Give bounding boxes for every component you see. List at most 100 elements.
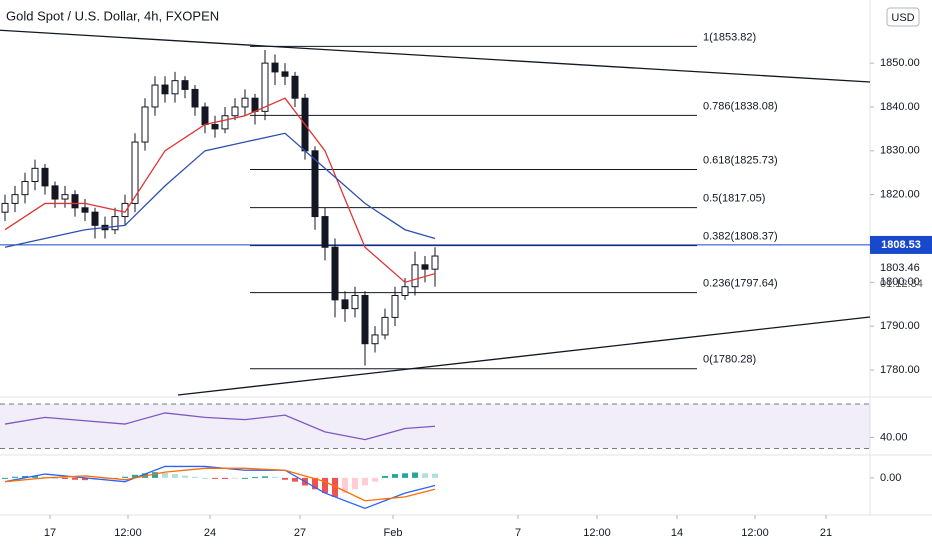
candle-body bbox=[371, 334, 379, 345]
fib-label: 0.786(1838.08) bbox=[703, 100, 778, 112]
macd-histogram-bar bbox=[82, 477, 88, 481]
candle-body bbox=[161, 84, 169, 95]
candle-body bbox=[71, 194, 79, 209]
fib-label: 0.5(1817.05) bbox=[703, 192, 765, 204]
trendline bbox=[177, 316, 871, 396]
candle-body bbox=[181, 80, 189, 90]
moving-average bbox=[4, 97, 436, 284]
macd-line bbox=[4, 467, 436, 502]
candle-body bbox=[191, 88, 199, 108]
macd-histogram-bar bbox=[252, 477, 258, 479]
macd-histogram-bar bbox=[362, 477, 368, 486]
fib-label: 0.236(1797.64) bbox=[703, 278, 778, 290]
macd-histogram-bar bbox=[352, 477, 358, 490]
candle-body bbox=[31, 167, 39, 182]
candle-body bbox=[431, 255, 439, 270]
candle-body bbox=[51, 185, 59, 200]
x-tick-label: Feb bbox=[384, 527, 403, 539]
rsi-line bbox=[4, 412, 436, 441]
x-tick-label: 7 bbox=[515, 527, 521, 539]
candle-body bbox=[391, 294, 399, 318]
fib-label: 0.382(1808.37) bbox=[703, 231, 778, 243]
candle-body bbox=[81, 207, 89, 213]
secondary-price: 1803.46 bbox=[880, 262, 920, 274]
candle-body bbox=[171, 80, 179, 95]
macd-histogram-bar bbox=[52, 477, 58, 479]
macd-histogram-bar bbox=[332, 477, 338, 497]
macd-histogram-bar bbox=[222, 477, 228, 479]
macd-histogram-bar bbox=[72, 477, 78, 480]
macd-histogram-bar bbox=[192, 476, 198, 478]
fib-label: 0.618(1825.73) bbox=[703, 154, 778, 166]
macd-histogram-bar bbox=[122, 476, 128, 478]
macd-histogram-bar bbox=[212, 477, 218, 479]
x-tick-label: 17 bbox=[44, 527, 56, 539]
y-tick-label: 1790.00 bbox=[880, 320, 920, 332]
candle-body bbox=[421, 264, 429, 270]
macd-histogram-bar bbox=[422, 473, 428, 478]
macd-histogram-bar bbox=[202, 477, 208, 479]
macd-histogram-bar bbox=[342, 477, 348, 494]
candle-body bbox=[411, 264, 419, 288]
candle-body bbox=[401, 286, 409, 296]
macd-histogram-bar bbox=[242, 477, 248, 479]
macd-histogram-bar bbox=[262, 476, 268, 478]
y-tick-label: 1830.00 bbox=[880, 145, 920, 157]
macd-histogram-bar bbox=[32, 475, 38, 478]
macd-histogram-bar bbox=[292, 477, 298, 482]
macd-histogram-bar bbox=[312, 477, 318, 490]
macd-histogram-bar bbox=[182, 475, 188, 478]
candle-body bbox=[131, 141, 139, 204]
macd-histogram-bar bbox=[232, 477, 238, 479]
macd-histogram-bar bbox=[412, 472, 418, 478]
macd-histogram-bar bbox=[402, 473, 408, 478]
trendline bbox=[0, 29, 871, 83]
candle-body bbox=[271, 62, 279, 73]
candle-body bbox=[311, 150, 319, 218]
candle-body bbox=[141, 106, 149, 143]
macd-histogram-bar bbox=[62, 477, 68, 479]
macd-histogram-bar bbox=[2, 477, 8, 479]
y-tick-label: 1780.00 bbox=[880, 364, 920, 376]
fib-label: 0(1780.28) bbox=[703, 354, 756, 366]
fib-label: 1(1853.82) bbox=[703, 31, 756, 43]
currency-button[interactable] bbox=[886, 7, 920, 27]
macd-histogram-bar bbox=[322, 477, 328, 494]
x-tick-label: 21 bbox=[820, 527, 832, 539]
macd-histogram-bar bbox=[282, 477, 288, 480]
macd-histogram-bar bbox=[152, 472, 158, 478]
candle-body bbox=[381, 316, 389, 336]
y-tick-label: 1800.00 bbox=[880, 276, 920, 288]
macd-histogram-bar bbox=[432, 473, 438, 478]
y-tick-label: 1820.00 bbox=[880, 189, 920, 201]
macd-histogram-bar bbox=[12, 476, 18, 478]
candle-body bbox=[361, 294, 369, 345]
x-tick-label: 12:00 bbox=[583, 527, 611, 539]
macd-histogram-bar bbox=[132, 474, 138, 478]
macd-histogram-bar bbox=[162, 472, 168, 478]
chart-title: Gold Spot / U.S. Dollar, 4h, FXOPEN bbox=[6, 8, 219, 23]
x-tick-label: 12:00 bbox=[741, 527, 769, 539]
candle-body bbox=[341, 299, 349, 310]
candle-body bbox=[281, 71, 289, 77]
candle-body bbox=[221, 115, 229, 130]
candle-body bbox=[21, 180, 29, 196]
macd-histogram-bar bbox=[272, 476, 278, 478]
candle-body bbox=[261, 62, 269, 112]
candle-body bbox=[201, 106, 209, 126]
macd-histogram-bar bbox=[172, 474, 178, 478]
macd-histogram-bar bbox=[22, 475, 28, 478]
currency[interactable]: USD bbox=[891, 12, 914, 24]
macd-histogram-bar bbox=[372, 477, 378, 482]
y-tick-label: 40.00 bbox=[880, 431, 908, 443]
candle-body bbox=[251, 97, 259, 112]
candle-body bbox=[151, 84, 159, 108]
candle-body bbox=[91, 211, 99, 226]
current-price-box bbox=[870, 235, 932, 254]
y-tick-label: 1850.00 bbox=[880, 57, 920, 69]
candle-body bbox=[241, 97, 249, 108]
candle-body bbox=[321, 216, 329, 248]
y-tick-label: 1840.00 bbox=[880, 101, 920, 113]
